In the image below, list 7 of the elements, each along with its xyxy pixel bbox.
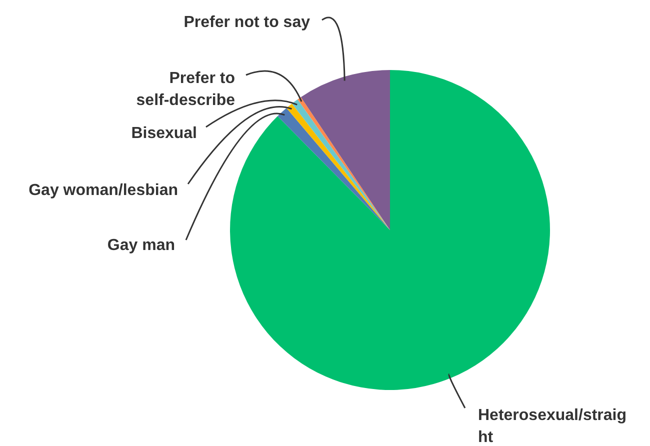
pie-slice [300,70,390,230]
slice-label: Prefer not to say [184,14,310,31]
slice-label: Gay man [107,237,175,254]
slice-label: Gay woman/lesbian [28,182,178,199]
slice-label: Prefer to self-describe [136,70,236,109]
slice-label: Heterosexual/straight [478,407,627,446]
slice-label: Bisexual [131,125,197,142]
